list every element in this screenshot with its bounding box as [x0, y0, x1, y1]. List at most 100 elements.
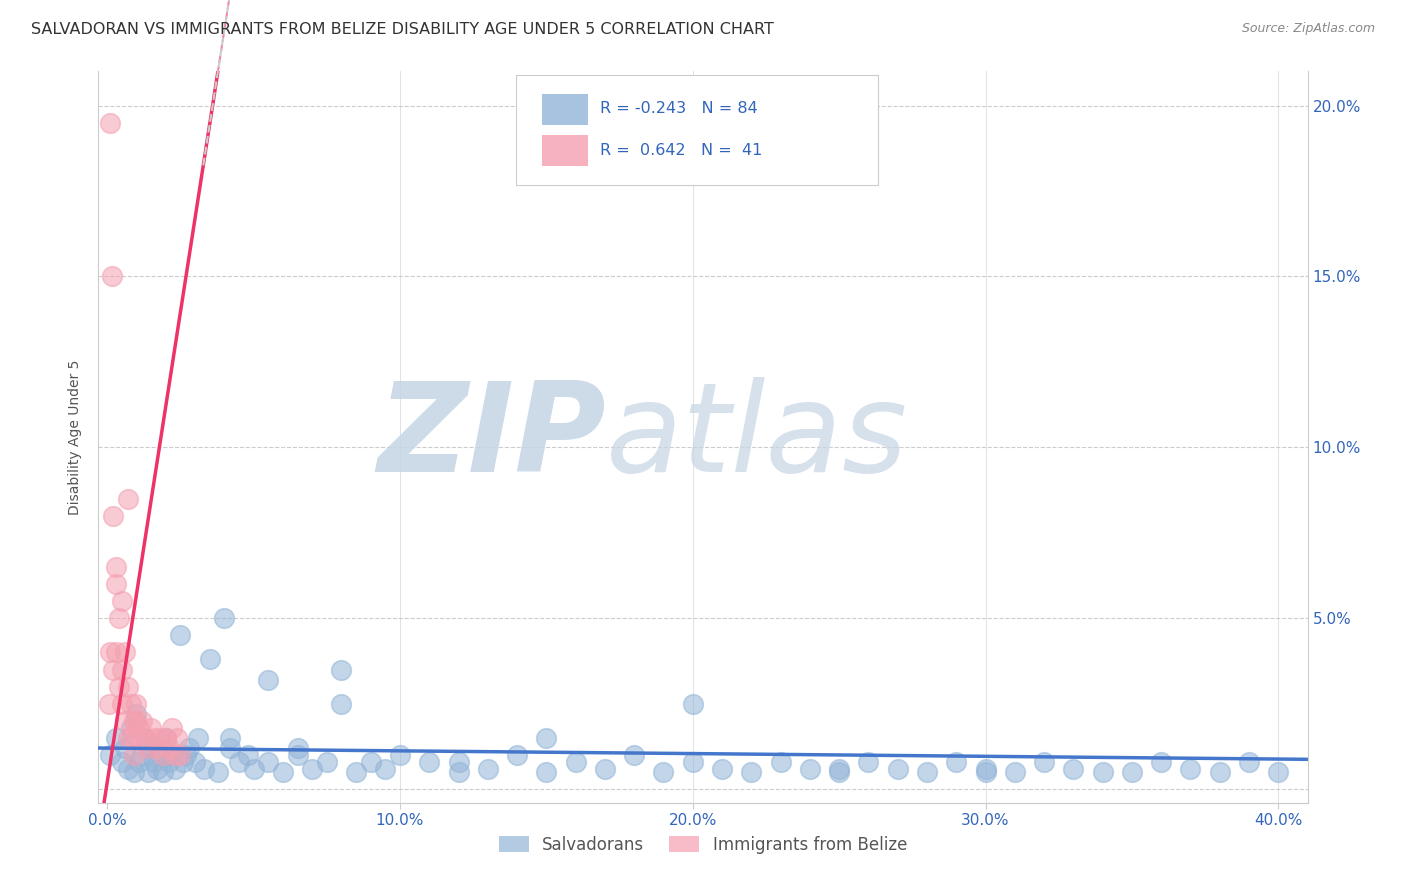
Point — [1267, 765, 1289, 780]
Point — [374, 762, 396, 776]
Point — [257, 755, 280, 769]
Point — [104, 645, 127, 659]
Point — [117, 491, 139, 506]
Point — [97, 697, 120, 711]
Point — [149, 747, 172, 762]
Point — [477, 762, 499, 776]
Point — [593, 762, 616, 776]
Point — [155, 731, 177, 745]
Point — [172, 755, 194, 769]
Text: atlas: atlas — [606, 376, 908, 498]
Point — [858, 755, 880, 769]
Point — [98, 747, 121, 762]
Point — [623, 747, 645, 762]
Point — [149, 731, 172, 745]
Point — [974, 765, 997, 780]
Point — [131, 747, 153, 762]
Point — [134, 731, 156, 745]
Point — [915, 765, 938, 780]
Point — [711, 762, 734, 776]
Point — [117, 762, 139, 776]
Point — [169, 747, 191, 762]
Point — [100, 269, 122, 284]
Point — [207, 765, 229, 780]
Point — [271, 765, 294, 780]
Y-axis label: Disability Age Under 5: Disability Age Under 5 — [69, 359, 83, 515]
Point — [769, 755, 792, 769]
Point — [652, 765, 675, 780]
Point — [139, 741, 162, 756]
Point — [136, 765, 159, 780]
Point — [136, 741, 159, 756]
Point — [740, 765, 762, 780]
Point — [152, 765, 174, 780]
Text: ZIP: ZIP — [378, 376, 606, 498]
Point — [114, 645, 136, 659]
Point — [974, 762, 997, 776]
Point — [315, 755, 337, 769]
Point — [131, 714, 153, 728]
Point — [187, 731, 209, 745]
Point — [242, 762, 264, 776]
Point — [122, 747, 145, 762]
Point — [1180, 762, 1202, 776]
FancyBboxPatch shape — [516, 75, 879, 185]
Point — [111, 755, 134, 769]
Point — [143, 731, 166, 745]
Point — [117, 731, 139, 745]
Point — [1209, 765, 1232, 780]
Point — [1004, 765, 1026, 780]
Point — [447, 765, 470, 780]
Point — [104, 560, 127, 574]
Point — [228, 755, 250, 769]
Point — [219, 731, 242, 745]
Point — [1150, 755, 1173, 769]
Point — [134, 731, 156, 745]
Point — [120, 721, 142, 735]
Point — [214, 611, 236, 625]
Point — [169, 628, 191, 642]
Point — [157, 755, 180, 769]
Point — [360, 755, 382, 769]
Point — [125, 731, 148, 745]
Point — [152, 747, 174, 762]
Text: R =  0.642   N =  41: R = 0.642 N = 41 — [600, 143, 762, 158]
Point — [146, 741, 169, 756]
Point — [157, 741, 180, 756]
Point — [330, 663, 353, 677]
Point — [388, 747, 411, 762]
Point — [98, 115, 121, 129]
Point — [184, 755, 207, 769]
Point — [287, 747, 309, 762]
Point — [125, 714, 148, 728]
Point — [945, 755, 967, 769]
Point — [179, 741, 201, 756]
Point — [120, 731, 142, 745]
Point — [108, 680, 131, 694]
Point — [101, 508, 124, 523]
Point — [828, 765, 851, 780]
Point — [163, 762, 186, 776]
Point — [219, 741, 242, 756]
Point — [111, 663, 134, 677]
Point — [682, 755, 704, 769]
Text: SALVADORAN VS IMMIGRANTS FROM BELIZE DISABILITY AGE UNDER 5 CORRELATION CHART: SALVADORAN VS IMMIGRANTS FROM BELIZE DIS… — [31, 22, 773, 37]
Point — [536, 731, 558, 745]
Point — [344, 765, 367, 780]
Point — [198, 652, 221, 666]
Point — [1062, 762, 1084, 776]
Point — [146, 762, 169, 776]
Point — [128, 755, 150, 769]
FancyBboxPatch shape — [543, 94, 588, 125]
Point — [120, 697, 142, 711]
Point — [166, 731, 188, 745]
Point — [886, 762, 908, 776]
Point — [128, 721, 150, 735]
Point — [111, 594, 134, 608]
Point — [799, 762, 821, 776]
Point — [114, 741, 136, 756]
Point — [536, 765, 558, 780]
Point — [682, 697, 704, 711]
Point — [155, 731, 177, 745]
FancyBboxPatch shape — [543, 135, 588, 166]
